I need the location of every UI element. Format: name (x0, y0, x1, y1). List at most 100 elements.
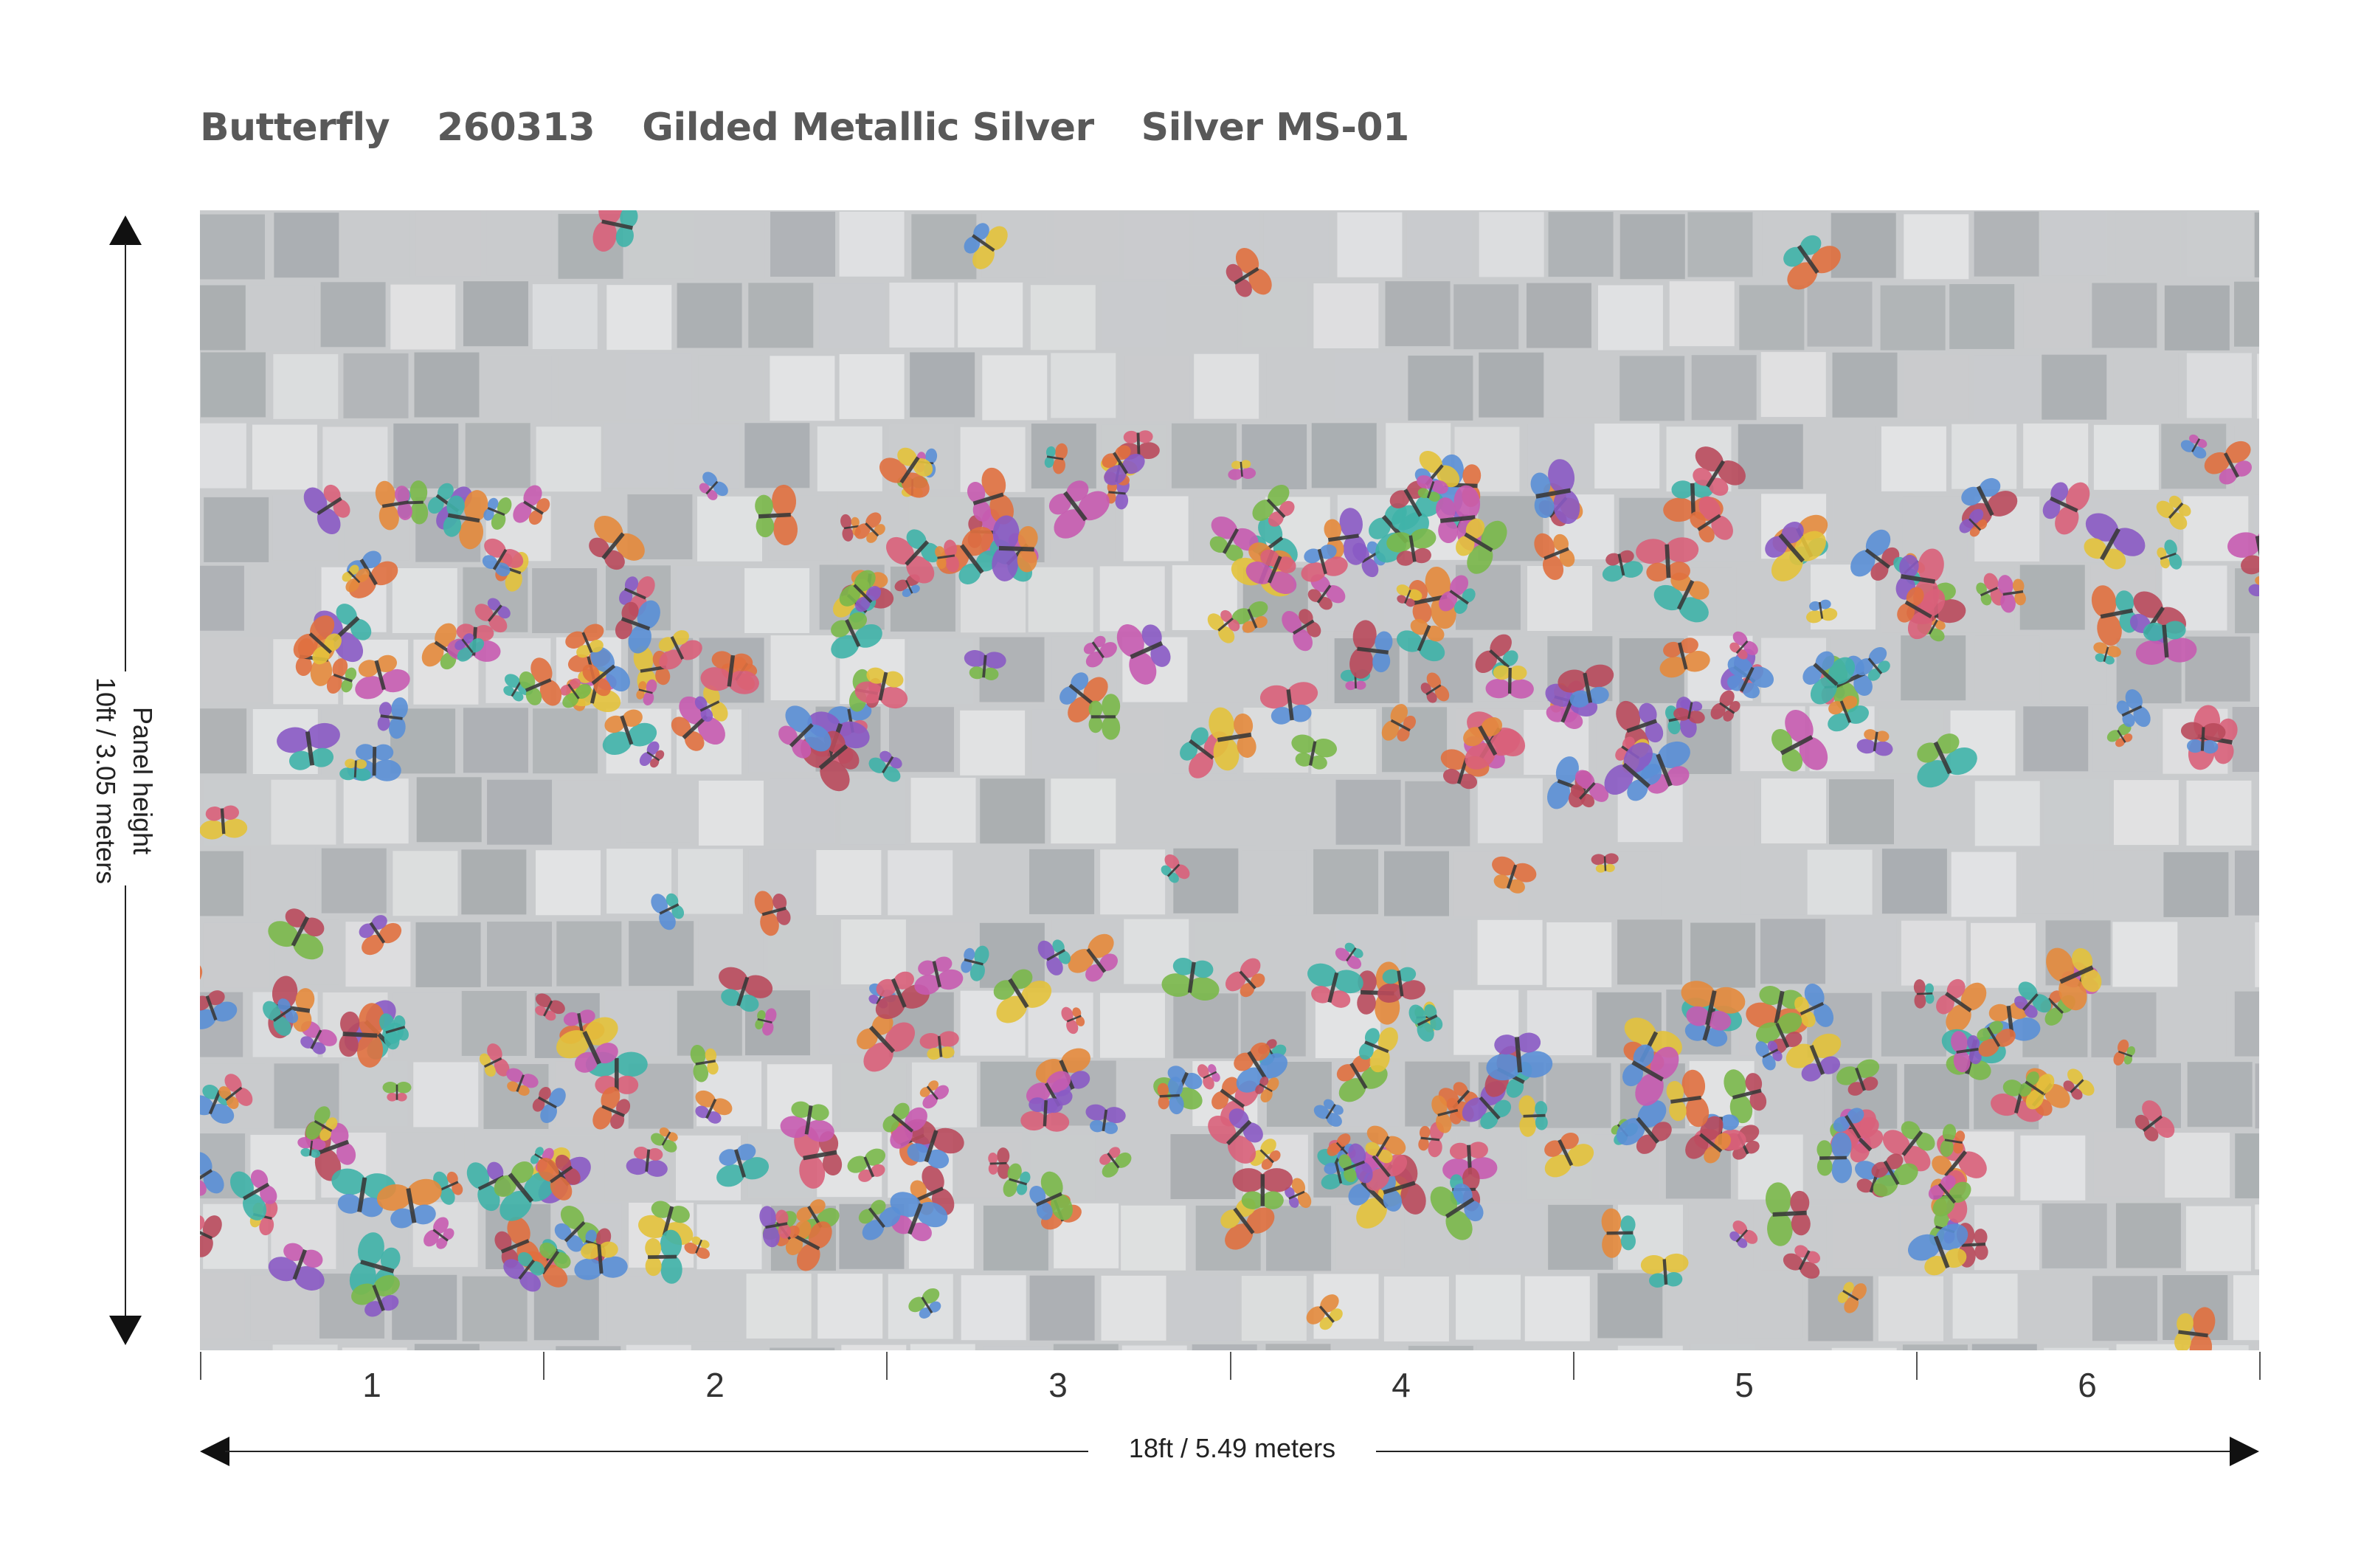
silver-leaf-square (698, 780, 764, 846)
butterfly-icon (908, 1288, 941, 1319)
finish-name: Gilded Metallic Silver (642, 106, 1094, 150)
butterfly-icon (2019, 1071, 2055, 1110)
silver-leaf-square (889, 283, 955, 348)
silver-leaf-square (2023, 423, 2089, 488)
butterfly-icon (263, 998, 299, 1036)
silver-leaf-square (2255, 1063, 2259, 1129)
silver-leaf-square (200, 1273, 245, 1339)
panel-divider-tick (1573, 1352, 1574, 1380)
silver-leaf-square (2234, 281, 2259, 347)
butterfly-icon (1602, 550, 1643, 582)
silver-leaf-square (1904, 354, 1969, 420)
butterfly-icon (1029, 1171, 1073, 1220)
silver-leaf-square (250, 848, 316, 913)
silver-leaf-square (983, 1205, 1048, 1271)
butterfly-icon (636, 679, 657, 705)
butterfly-icon (847, 1148, 886, 1182)
butterfly-icon (919, 1031, 959, 1060)
butterfly-icon (1396, 584, 1423, 607)
butterfly-icon (1061, 1006, 1085, 1035)
butterfly-icon (1430, 1183, 1484, 1240)
silver-leaf-square (2044, 779, 2109, 845)
butterfly-icon (700, 651, 759, 694)
silver-leaf-square (1170, 1275, 1236, 1341)
panel-number: 6 (2078, 1366, 2097, 1404)
silver-leaf-square (1738, 424, 1803, 489)
butterfly-icon (1208, 1108, 1263, 1164)
butterfly-icon (300, 1020, 337, 1054)
butterfly-icon (1640, 1253, 1689, 1288)
butterfly-icon (1259, 682, 1318, 725)
silver-leaf-square (1901, 780, 1967, 846)
silver-leaf-square (1029, 1275, 1095, 1341)
butterfly-icon (839, 570, 882, 612)
silver-leaf-square (2113, 780, 2179, 846)
silver-leaf-square (629, 213, 694, 279)
butterfly-icon (759, 1206, 791, 1248)
silver-leaf-square (1594, 424, 1660, 489)
width-label: 18ft / 5.49 meters (1088, 1430, 1376, 1467)
silver-leaf-square (1406, 919, 1472, 985)
silver-leaf-square (1901, 920, 1966, 986)
silver-leaf-square (960, 710, 1026, 776)
silver-leaf-square (1546, 1063, 1611, 1128)
silver-leaf-square (1974, 781, 2040, 846)
mural-preview (200, 210, 2259, 1350)
silver-leaf-square (2161, 992, 2227, 1057)
silver-leaf-square (486, 210, 552, 276)
silver-leaf-square (1124, 777, 1189, 843)
butterfly-icon (1783, 1245, 1821, 1279)
silver-leaf-square (1739, 285, 1805, 350)
silver-leaf-square (1951, 852, 2016, 917)
silver-leaf-square (2254, 494, 2259, 560)
butterfly-icon (1913, 979, 1935, 1009)
silver-leaf-square (465, 423, 530, 488)
butterfly-icon (355, 655, 410, 700)
silver-leaf-square (2254, 1344, 2259, 1350)
panel-number: 4 (1392, 1366, 1411, 1404)
silver-leaf-square (274, 213, 339, 278)
butterfly-icon (1897, 587, 1946, 640)
butterfly-icon (1209, 707, 1256, 771)
butterfly-icon (1765, 1182, 1811, 1246)
silver-leaf-square (1617, 919, 1683, 985)
silver-leaf-square (271, 779, 336, 845)
silver-leaf-square (748, 283, 814, 348)
silver-leaf-square (2234, 850, 2259, 916)
silver-leaf-square (1262, 778, 1328, 843)
butterfly-icon (277, 722, 340, 770)
silver-leaf-square (2163, 852, 2229, 917)
butterfly-icon (305, 1106, 338, 1142)
silver-leaf-square (393, 423, 459, 488)
butterfly-icon (1249, 1139, 1281, 1170)
silver-leaf-square (1524, 1276, 1590, 1341)
silver-leaf-square (1100, 849, 1166, 915)
butterfly-icon (1335, 942, 1363, 970)
butterfly-icon (1653, 572, 1710, 623)
silver-leaf-square (910, 1344, 975, 1350)
silver-leaf-square (1313, 849, 1379, 914)
butterfly-icon (565, 624, 604, 658)
colorway-name: Silver MS-01 (1141, 106, 1410, 150)
silver-leaf-square (696, 1204, 762, 1270)
butterfly-icon (1285, 1178, 1312, 1209)
silver-leaf-square (2255, 922, 2259, 987)
butterfly-icon (857, 1014, 916, 1072)
silver-leaf-square (1832, 352, 1898, 418)
butterfly-icon (379, 1013, 409, 1050)
butterfly-icon (376, 1178, 442, 1229)
butterfly-icon (651, 893, 685, 930)
silver-leaf-square (1833, 1203, 1898, 1269)
butterfly-icon (2084, 513, 2146, 570)
silver-leaf-square (1546, 922, 1612, 987)
silver-leaf-square (1880, 285, 1946, 350)
butterfly-icon (1836, 1059, 1880, 1096)
butterfly-icon (626, 1146, 668, 1177)
butterfly-icon (560, 678, 592, 708)
silver-leaf-square (1760, 352, 1826, 418)
silver-leaf-square (484, 1345, 550, 1350)
butterfly-icon (602, 709, 657, 756)
butterfly-icon (375, 480, 412, 531)
butterfly-icon (961, 945, 989, 981)
silver-leaf-square (2257, 638, 2259, 703)
